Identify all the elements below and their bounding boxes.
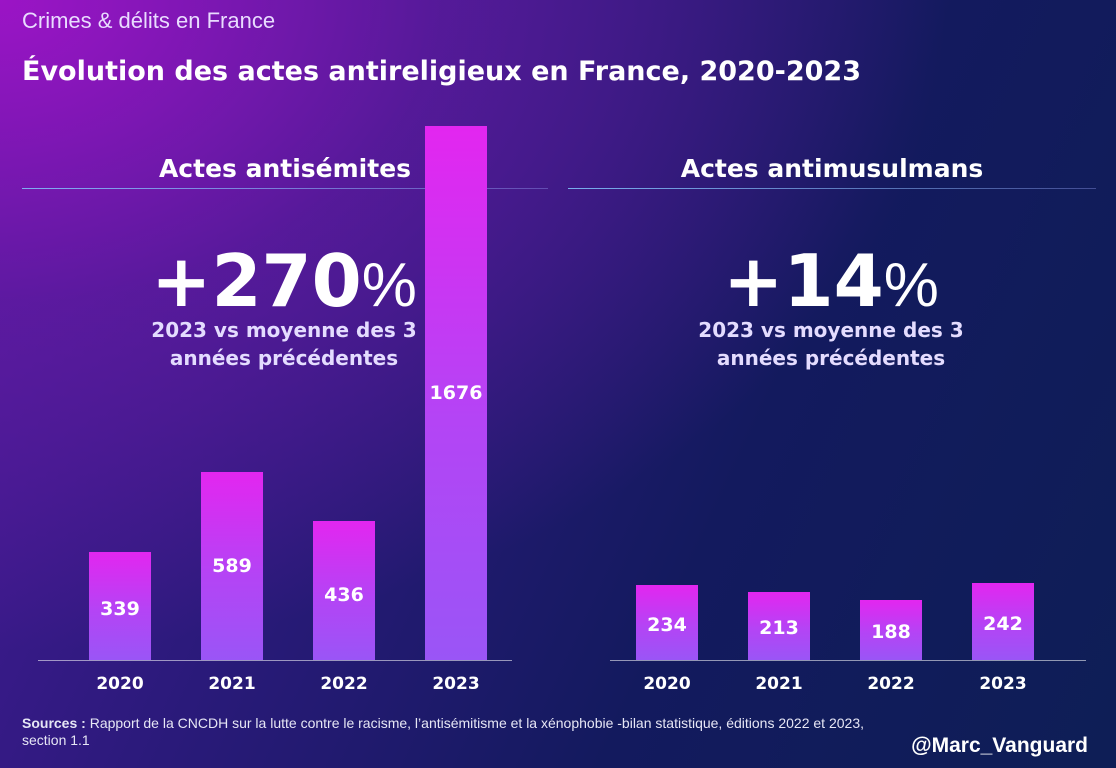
year-tick-label: 2021 <box>208 674 256 694</box>
caption-line-2: années précédentes <box>169 346 399 370</box>
bar-value-label: 1676 <box>429 382 483 404</box>
caption-line-1: 2023 vs moyenne des 3 <box>698 318 964 342</box>
panel-separator-right <box>568 188 1096 189</box>
bar-2023 <box>425 126 487 660</box>
headline-antisemites: +270% <box>84 245 484 317</box>
headline-unit: % <box>361 251 417 320</box>
year-tick-label: 2020 <box>643 674 691 694</box>
bar-value-label: 188 <box>871 620 911 643</box>
caption-line-1: 2023 vs moyenne des 3 <box>151 318 417 342</box>
bar-value-label: 339 <box>100 598 140 621</box>
year-tick-label: 2022 <box>320 674 368 694</box>
bar-2020 <box>89 551 151 660</box>
headline-caption-antimusulmans: 2023 vs moyenne des 3 années précédentes <box>671 316 991 372</box>
bar-2021 <box>201 472 263 660</box>
bar-2022 <box>860 600 922 660</box>
headline-caption-antisemites: 2023 vs moyenne des 3 années précédentes <box>124 316 444 372</box>
year-tick-label: 2021 <box>755 674 803 694</box>
sources-note: Sources : Rapport de la CNCDH sur la lut… <box>22 715 882 749</box>
panel-separator-left <box>22 188 548 189</box>
sources-label: Sources : <box>22 715 86 731</box>
panel-title-antimusulmans: Actes antimusulmans <box>680 154 984 183</box>
sources-text: Rapport de la CNCDH sur la lutte contre … <box>22 715 864 748</box>
panel-title-antisemites: Actes antisémites <box>158 154 412 183</box>
bar-2022 <box>313 521 375 660</box>
bar-value-label: 213 <box>759 617 799 640</box>
caption-line-2: années précédentes <box>716 346 946 370</box>
year-tick-label: 2020 <box>96 674 144 694</box>
page-title: Évolution des actes antireligieux en Fra… <box>22 56 861 87</box>
year-tick-label: 2023 <box>432 674 480 694</box>
bar-value-label: 589 <box>212 555 252 578</box>
headline-antimusulmans: +14% <box>631 245 1031 317</box>
bar-2023 <box>972 582 1034 660</box>
bar-value-label: 436 <box>324 583 364 606</box>
headline-unit: % <box>883 251 939 320</box>
bar-value-label: 234 <box>647 613 687 636</box>
year-tick-label: 2023 <box>979 674 1027 694</box>
author-handle: @Marc_Vanguard <box>911 734 1088 757</box>
bar-value-label: 242 <box>983 612 1023 635</box>
kicker-text: Crimes & délits en France <box>22 8 276 33</box>
bar-2020 <box>636 585 698 660</box>
bar-2021 <box>748 592 810 660</box>
headline-value: +270 <box>151 239 362 323</box>
baseline-right <box>610 660 1086 661</box>
headline-value: +14 <box>723 239 884 323</box>
year-tick-label: 2022 <box>867 674 915 694</box>
baseline-left <box>38 660 512 661</box>
